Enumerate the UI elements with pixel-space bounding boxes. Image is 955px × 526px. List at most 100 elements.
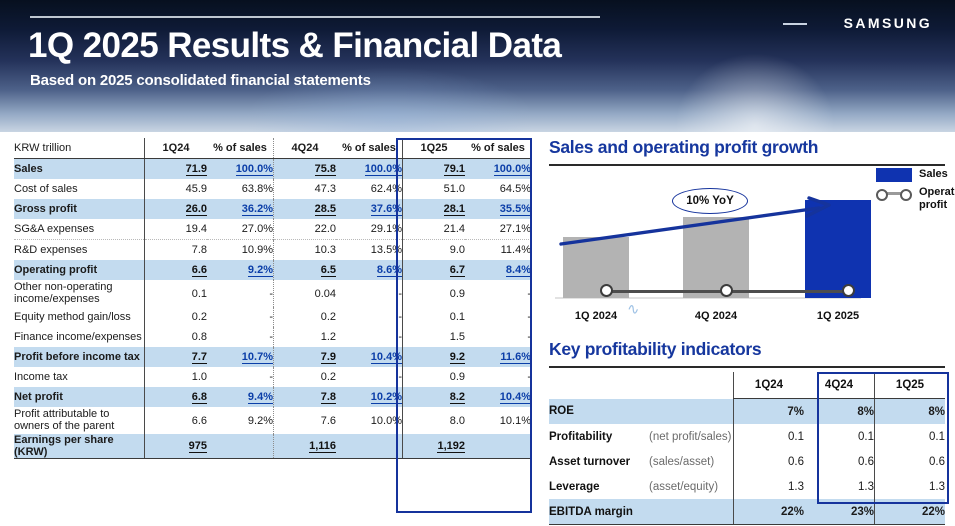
table-row: Profit before income tax 7.7 10.7% 7.9 10.4%… <box>14 347 531 367</box>
kpi-column-header-1q24: 1Q24 <box>733 372 804 399</box>
page-title: 1Q 2025 Results & Financial Data <box>28 26 562 65</box>
kpi-header-row: 1Q24 4Q24 1Q25 <box>549 372 945 399</box>
table-cell: 8.2 <box>402 387 465 407</box>
table-cell: 10.2% <box>336 387 403 407</box>
table-row: Profit attributable to owners of the par… <box>14 407 531 434</box>
table-row: Income tax 1.0-0.2-0.9- <box>14 367 531 387</box>
table-cell: - <box>336 327 403 347</box>
column-header-4q24-pct: % of sales <box>336 138 403 159</box>
table-cell: 75.8 <box>273 158 336 179</box>
table-cell: 6.7 <box>402 260 465 280</box>
table-cell: 9.0 <box>402 239 465 260</box>
header-glow-left <box>180 30 600 132</box>
legend-item-operating-profit: Operating profit <box>876 186 955 211</box>
chart-bar <box>683 217 749 298</box>
kpi-cell: 0.6 <box>733 449 804 474</box>
kpi-cell: 0.6 <box>804 449 875 474</box>
kpi-blank-header <box>549 372 649 399</box>
kpi-cell: 0.6 <box>874 449 945 474</box>
table-cell: 1,116 <box>273 434 336 459</box>
table-cell: - <box>465 327 531 347</box>
table-cell: 0.2 <box>273 367 336 387</box>
unit-label: KRW trillion <box>14 138 145 159</box>
table-cell: 21.4 <box>402 219 465 240</box>
operating-profit-swatch-icon <box>876 186 912 201</box>
table-row: Cost of sales 45.9 63.8% 47.3 62.4% 51.0 64.5% <box>14 179 531 199</box>
growth-chart: ∿ 1Q 2024 4Q 2024 1Q 2025 <box>549 172 949 332</box>
table-cell: 10.4% <box>465 387 531 407</box>
page-header: 1Q 2025 Results & Financial Data Based o… <box>0 0 955 132</box>
row-label: Gross profit <box>14 199 145 219</box>
table-cell: 28.5 <box>273 199 336 219</box>
kpi-row-note <box>649 398 734 424</box>
kpi-row-note <box>649 499 734 525</box>
kpi-cell: 0.1 <box>733 424 804 449</box>
table-row: SG&A expenses 19.4 27.0% 22.0 29.1% 21.4 27.1% <box>14 219 531 240</box>
table-cell: - <box>207 307 274 327</box>
growth-arrow <box>559 196 831 246</box>
kpi-row-label: Profitability <box>549 424 649 449</box>
table-row: Gross profit 26.0 36.2% 28.5 37.6% 28.1 35.5% <box>14 199 531 219</box>
logo-divider <box>783 23 807 25</box>
table-cell: 1,192 <box>402 434 465 459</box>
op-data-point <box>841 284 855 297</box>
kpi-cell: 23% <box>804 499 875 525</box>
kpi-cell: 7% <box>733 398 804 424</box>
table-cell: 11.4% <box>465 239 531 260</box>
chart-x-label: 4Q 2024 <box>694 310 738 322</box>
page-subtitle: Based on 2025 consolidated financial sta… <box>30 72 371 89</box>
kpi-cell: 1.3 <box>733 474 804 499</box>
chart-bar <box>805 199 871 298</box>
chart-x-label: 1Q 2025 <box>816 310 860 322</box>
kpi-cell: 0.1 <box>874 424 945 449</box>
row-label: Profit attributable to owners of the par… <box>14 407 145 434</box>
table-row: Earnings per share (KRW) 975 1,116 1,192 <box>14 434 531 459</box>
table-cell: 45.9 <box>144 179 207 199</box>
table-cell: 47.3 <box>273 179 336 199</box>
kpi-row: ROE 7% 8% 8% <box>549 398 945 424</box>
kpi-row-label: EBITDA margin <box>549 499 649 525</box>
table-cell: - <box>465 307 531 327</box>
table-cell: 10.9% <box>207 239 274 260</box>
table-cell: 7.9 <box>273 347 336 367</box>
table-cell: - <box>336 367 403 387</box>
table-row: Equity method gain/loss 0.2-0.2-0.1- <box>14 307 531 327</box>
legend-label-operating-profit: Operating profit <box>919 186 955 211</box>
row-label: R&D expenses <box>14 239 145 260</box>
table-cell: 0.2 <box>144 307 207 327</box>
table-cell: 35.5% <box>465 199 531 219</box>
table-cell: 19.4 <box>144 219 207 240</box>
table-cell: 51.0 <box>402 179 465 199</box>
table-cell: 8.6% <box>336 260 403 280</box>
table-cell: 7.6 <box>273 407 336 434</box>
yoy-annotation: 10% YoY <box>672 188 748 214</box>
table-row: Net profit 6.8 9.4% 7.8 10.2% 8.2 10.4% <box>14 387 531 407</box>
table-cell: 0.2 <box>273 307 336 327</box>
column-header-1q25-pct: % of sales <box>465 138 531 159</box>
table-cell: 8.0 <box>402 407 465 434</box>
kpi-cell: 0.1 <box>804 424 875 449</box>
table-cell: 0.8 <box>144 327 207 347</box>
row-label: Equity method gain/loss <box>14 307 145 327</box>
kpi-row-label: Asset turnover <box>549 449 649 474</box>
kpi-row: Leverage (asset/equity) 1.3 1.3 1.3 <box>549 474 945 499</box>
table-cell: 28.1 <box>402 199 465 219</box>
kpi-row-note: (sales/asset) <box>649 449 734 474</box>
chart-x-label: 1Q 2024 <box>574 310 618 322</box>
table-cell: 9.4% <box>207 387 274 407</box>
table-cell: 100.0% <box>465 158 531 179</box>
table-cell: 6.5 <box>273 260 336 280</box>
table-cell: 29.1% <box>336 219 403 240</box>
table-cell: 1.0 <box>144 367 207 387</box>
table-cell: - <box>465 280 531 307</box>
title-divider <box>30 16 600 18</box>
kpi-row: Profitability (net profit/sales) 0.1 0.1 0.1 <box>549 424 945 449</box>
kpi-row-label: ROE <box>549 398 649 424</box>
kpi-row-note: (asset/equity) <box>649 474 734 499</box>
table-cell: 79.1 <box>402 158 465 179</box>
table-cell: 1.2 <box>273 327 336 347</box>
kpi-title-divider <box>549 366 945 368</box>
table-cell: 9.2 <box>402 347 465 367</box>
header-glow-right <box>640 0 870 132</box>
table-cell: 63.8% <box>207 179 274 199</box>
